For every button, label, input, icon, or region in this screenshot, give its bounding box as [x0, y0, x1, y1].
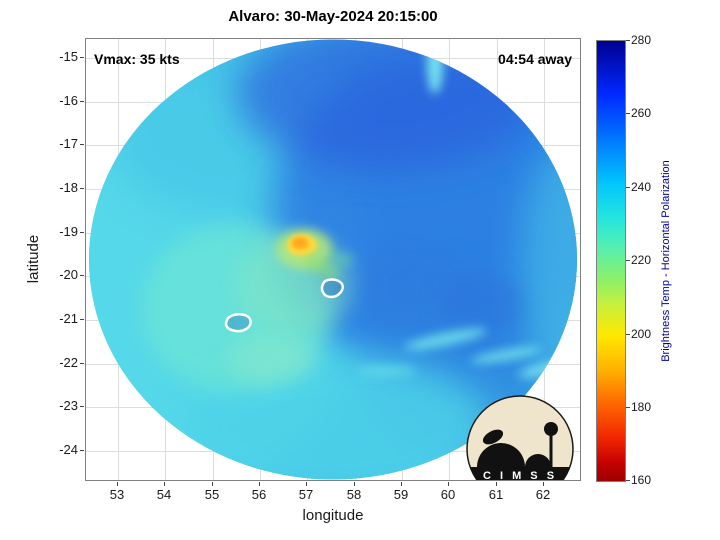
- y-tick: [80, 275, 84, 276]
- y-tick: [80, 101, 84, 102]
- y-tick: [80, 406, 84, 407]
- colorbar-tick: [626, 334, 630, 335]
- colorbar-tick-label: 180: [631, 400, 652, 414]
- y-tick-label: -21: [59, 311, 78, 326]
- y-tick: [80, 232, 84, 233]
- x-tick-label: 62: [535, 487, 551, 502]
- x-tick: [354, 482, 355, 486]
- y-tick-label: -23: [59, 398, 78, 413]
- y-tick: [80, 319, 84, 320]
- y-tick-label: -18: [59, 180, 78, 195]
- colorbar-tick: [626, 113, 630, 114]
- x-tick: [212, 482, 213, 486]
- observatory-dome-icon: [477, 443, 525, 467]
- y-tick-label: -17: [59, 136, 78, 151]
- y-tick: [80, 144, 84, 145]
- colorbar-tick-label: 260: [631, 106, 652, 120]
- y-tick-label: -19: [59, 224, 78, 239]
- colorbar-tick: [626, 187, 630, 188]
- x-tick: [543, 482, 544, 486]
- x-tick: [164, 482, 165, 486]
- convective-cold-spot: [276, 229, 354, 279]
- colorbar-tick: [626, 260, 630, 261]
- y-axis-label: latitude: [25, 234, 42, 284]
- y-tick: [80, 363, 84, 364]
- x-tick-label: 58: [346, 487, 362, 502]
- colorbar: [596, 40, 626, 482]
- secondary-contour: [224, 313, 252, 333]
- x-tick-label: 60: [440, 487, 456, 502]
- colorbar-tick: [626, 480, 630, 481]
- colorbar-tick-label: 160: [631, 473, 652, 487]
- x-tick-label: 54: [156, 487, 172, 502]
- satellite-dish-icon: [482, 429, 504, 445]
- x-tick-label: 57: [298, 487, 314, 502]
- colorbar-title: Brightness Temp - Horizontal Polarizatio…: [660, 160, 672, 362]
- cimss-logo: C I M S S: [466, 395, 574, 480]
- observatory-dome-icon: [525, 454, 551, 467]
- colorbar-tick-label: 220: [631, 253, 652, 267]
- water-tower-icon: [544, 422, 558, 436]
- vmax-annotation: Vmax: 35 kts: [94, 51, 180, 67]
- x-tick-label: 53: [109, 487, 125, 502]
- y-tick-label: -16: [59, 93, 78, 108]
- y-tick: [80, 450, 84, 451]
- x-tick-label: 59: [393, 487, 409, 502]
- x-tick-label: 55: [204, 487, 220, 502]
- x-axis-label: longitude: [302, 507, 364, 524]
- colorbar-tick: [626, 40, 630, 41]
- x-tick: [117, 482, 118, 486]
- satellite-swath-image: C I M S S: [89, 39, 577, 480]
- y-tick-label: -20: [59, 267, 78, 282]
- x-tick: [448, 482, 449, 486]
- colorbar-tick: [626, 407, 630, 408]
- y-tick-label: -22: [59, 355, 78, 370]
- x-tick-label: 61: [488, 487, 504, 502]
- plot-title: Alvaro: 30-May-2024 20:15:00: [228, 8, 438, 25]
- colorbar-tick-label: 240: [631, 180, 652, 194]
- colorbar-tick-label: 280: [631, 33, 652, 47]
- eta-annotation: 04:54 away: [498, 51, 572, 67]
- x-tick-label: 56: [251, 487, 267, 502]
- x-tick: [259, 482, 260, 486]
- y-tick: [80, 57, 84, 58]
- x-tick: [401, 482, 402, 486]
- x-tick: [306, 482, 307, 486]
- x-tick: [496, 482, 497, 486]
- logo-text: C I M S S: [483, 470, 557, 480]
- y-tick-label: -24: [59, 442, 78, 457]
- colorbar-tick-label: 200: [631, 327, 652, 341]
- logo-banner: [467, 467, 573, 480]
- plot-area: C I M S S Vmax: 35 kts 04:54 away: [85, 38, 581, 481]
- y-tick-label: -15: [59, 49, 78, 64]
- y-tick: [80, 188, 84, 189]
- storm-center-contour: [320, 278, 344, 299]
